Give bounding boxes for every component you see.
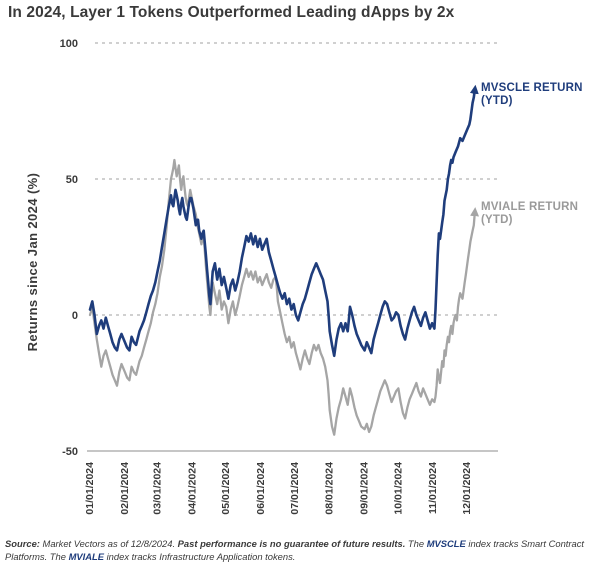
y-tick-label: 50 (66, 174, 78, 186)
source-note: Source: Market Vectors as of 12/8/2024. … (5, 537, 597, 563)
source-note-text: Past performance is no guarantee of futu… (177, 538, 408, 549)
line-chart-svg: 100 50 0 -50 Returns since Jan 2024 (%) 01/01… (25, 38, 498, 515)
source-note-text: index tracks Smart Contract Platforms. T… (5, 538, 585, 563)
x-tick-label: 10/01/2024 (392, 462, 404, 515)
y-tick-label: -50 (62, 446, 78, 458)
x-tick-label: 05/01/2024 (220, 462, 232, 515)
mvscle-line (88, 84, 479, 358)
source-note-text: Source: (5, 538, 43, 549)
source-note-text: index tracks Infrastructure Application … (103, 551, 296, 563)
y-axis-title: Returns since Jan 2024 (%) (25, 173, 40, 352)
legend-label-mvscle: MVSCLE RETURN (YTD) (481, 82, 583, 107)
x-tick-label: 11/01/2024 (427, 462, 439, 514)
legend-label-mviale: MVIALE RETURN (YTD) (481, 201, 579, 226)
x-tick-label: 02/01/2024 (119, 462, 131, 515)
x-tick-label: 08/01/2024 (324, 462, 336, 515)
y-tick-label: 0 (72, 310, 78, 322)
y-tick-label: 100 (60, 38, 78, 50)
x-tick-label: 03/01/2024 (152, 462, 164, 515)
x-tick-label: 01/01/2024 (84, 462, 96, 515)
source-note-text: Market Vectors as of 12/8/2024. (42, 538, 178, 549)
index-ticker: MVSCLE (426, 538, 466, 549)
source-note-text: The (407, 538, 427, 549)
x-tick-label: 06/01/2024 (255, 462, 267, 515)
page-title: In 2024, Layer 1 Tokens Outperformed Lea… (8, 4, 455, 21)
x-tick-label: 04/01/2024 (186, 462, 198, 515)
index-ticker: MVIALE (68, 551, 104, 563)
x-tick-label: 12/01/2024 (461, 462, 473, 515)
x-tick-label: 07/01/2024 (289, 462, 301, 515)
x-tick-label: 09/01/2024 (359, 462, 371, 515)
